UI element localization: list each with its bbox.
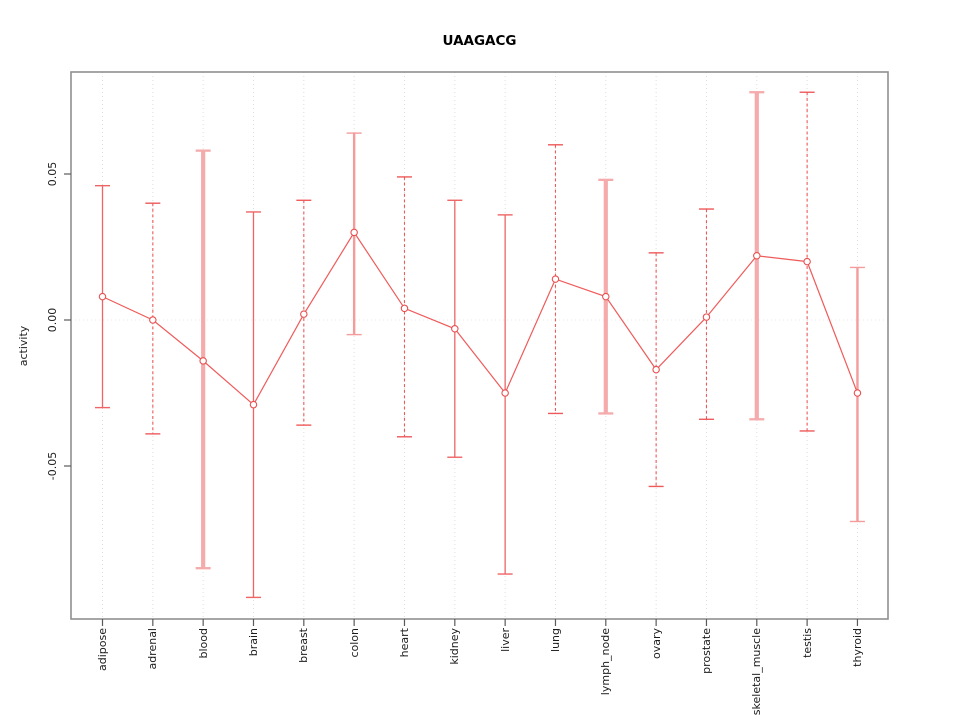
category-label: adipose xyxy=(96,628,109,671)
data-point xyxy=(602,292,610,301)
data-point xyxy=(702,313,711,321)
data-point xyxy=(300,310,308,318)
data-point xyxy=(149,316,157,324)
data-point xyxy=(98,292,107,301)
data-point xyxy=(753,252,761,260)
data-point xyxy=(853,389,862,397)
chart-title: UAAGACG xyxy=(442,33,517,49)
data-point xyxy=(199,357,207,365)
data-point xyxy=(249,400,258,409)
y-tick-label: 0.00 xyxy=(46,307,59,333)
category-label: skeletal_muscle xyxy=(750,628,764,716)
category-label: prostate xyxy=(699,628,713,674)
category-label: kidney xyxy=(448,628,462,665)
category-label: ovary xyxy=(649,628,663,660)
category-label: lymph_node xyxy=(599,628,613,696)
data-point xyxy=(451,325,459,333)
category-label: lung xyxy=(548,628,562,652)
category-label: adrenal xyxy=(146,628,160,670)
series-line xyxy=(102,231,859,406)
category-label: liver xyxy=(498,628,512,652)
y-axis-title: activity xyxy=(17,325,30,366)
plot-frame xyxy=(70,71,889,620)
data-point xyxy=(803,257,811,266)
category-label: heart xyxy=(397,628,411,658)
data-point xyxy=(501,389,509,397)
data-point xyxy=(652,365,660,374)
y-tick-label: 0.05 xyxy=(46,161,59,187)
category-label: colon xyxy=(347,628,361,658)
data-point xyxy=(551,275,560,283)
category-label: testis xyxy=(800,628,814,658)
category-label: brain xyxy=(246,628,260,657)
category-label: blood xyxy=(196,628,210,659)
y-tick-label: -0.05 xyxy=(46,451,59,481)
data-point xyxy=(350,228,358,237)
data-point xyxy=(400,304,409,313)
category-label: breast xyxy=(297,628,311,663)
category-label: thyroid xyxy=(850,628,864,667)
